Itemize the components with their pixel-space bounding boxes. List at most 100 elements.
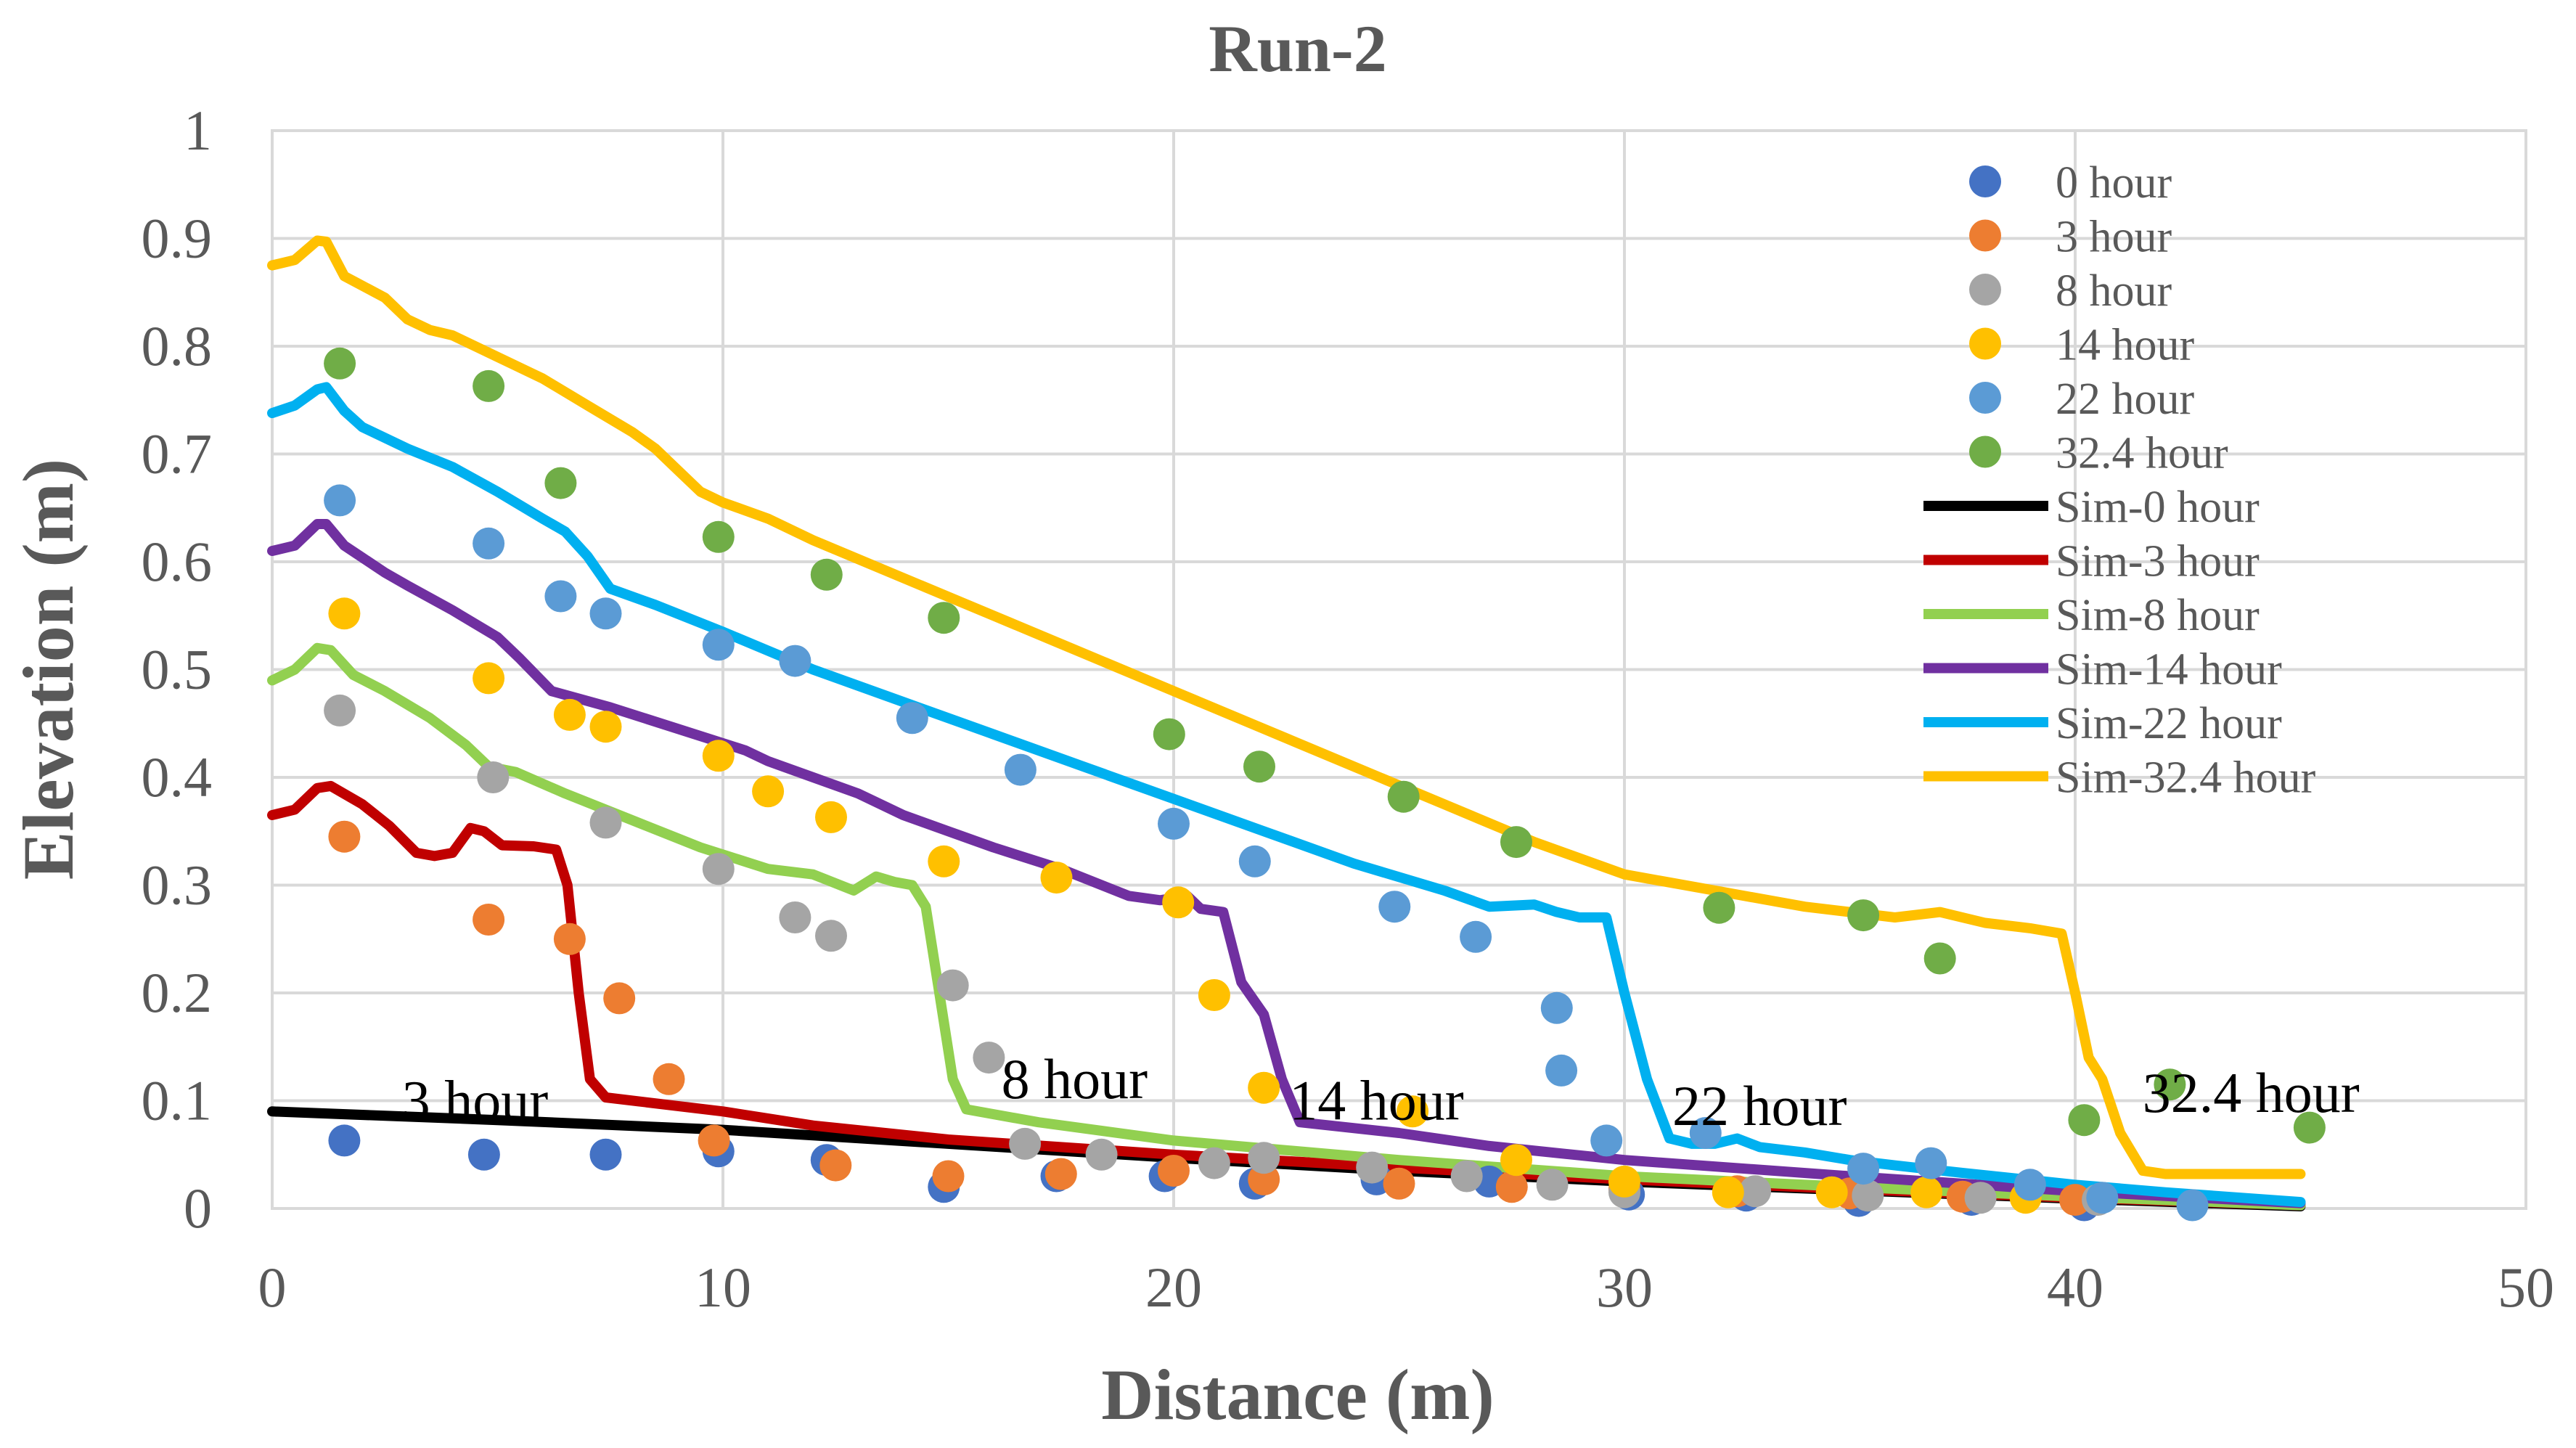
point-3-hour <box>2059 1184 2091 1216</box>
point-14-hour <box>1198 979 1230 1011</box>
x-axis-ticks: 0 10 20 30 40 50 <box>258 1256 2555 1319</box>
point-22-hour <box>1689 1117 1722 1149</box>
point-32-4-hour <box>1153 718 1185 750</box>
legend-label: Sim-32.4 hour <box>2056 753 2316 803</box>
point-0-hour <box>589 1138 622 1171</box>
legend-label: 22 hour <box>2056 375 2195 424</box>
x-axis-title: Distance (m) <box>1101 1354 1495 1435</box>
point-3-hour <box>932 1160 965 1193</box>
point-8-hour <box>815 920 847 952</box>
point-8-hour <box>1248 1142 1280 1174</box>
point-32-4-hour <box>1387 780 1420 813</box>
point-32-4-hour <box>928 602 960 634</box>
legend-marker <box>1969 219 2001 252</box>
point-0-hour <box>467 1138 500 1171</box>
point-3-hour <box>1158 1155 1190 1187</box>
point-3-hour <box>1495 1171 1528 1203</box>
point-22-hour <box>1158 807 1190 840</box>
y-tick-label: 0.4 <box>142 745 213 809</box>
point-8-hour <box>973 1042 1005 1074</box>
point-8-hour <box>1009 1127 1042 1160</box>
point-22-hour <box>1915 1147 1947 1179</box>
point-14-hour <box>702 740 735 772</box>
point-8-hour <box>589 806 622 839</box>
annotations: 3 hour 8 hour 14 hour 22 hour 32.4 hour <box>402 1047 2360 1137</box>
point-8-hour <box>1450 1160 1483 1193</box>
point-22-hour <box>324 484 356 517</box>
x-tick-label: 50 <box>2498 1256 2554 1319</box>
point-3-hour <box>819 1149 852 1182</box>
line-sim-14-hour <box>267 519 2306 1208</box>
line-sim-22-hour <box>267 382 2306 1208</box>
point-14-hour <box>1162 886 1195 919</box>
point-8-hour <box>1085 1138 1118 1171</box>
point-3-hour <box>1383 1167 1415 1200</box>
point-14-hour <box>1712 1176 1744 1208</box>
point-0-hour <box>328 1124 361 1157</box>
point-22-hour <box>473 527 505 560</box>
legend-marker <box>1969 165 2001 197</box>
legend-label: Sim-8 hour <box>2056 591 2260 640</box>
point-14-hour <box>1608 1165 1640 1198</box>
legend-marker <box>1969 435 2001 468</box>
point-32-4-hour <box>473 369 505 402</box>
legend-label: 32.4 hour <box>2056 429 2228 478</box>
point-22-hour <box>1847 1153 1880 1185</box>
annotation-label: 14 hour <box>1289 1069 1464 1132</box>
point-32-4-hour <box>324 347 356 380</box>
point-32-4-hour <box>1703 891 1735 924</box>
annotation-label: 22 hour <box>1672 1074 1847 1137</box>
point-8-hour <box>1198 1147 1230 1179</box>
point-8-hour <box>1964 1182 1997 1214</box>
point-22-hour <box>1004 753 1036 786</box>
point-32-4-hour <box>2154 1068 2186 1101</box>
point-3-hour <box>473 904 505 936</box>
point-22-hour <box>896 702 928 735</box>
legend-label: 0 hour <box>2056 158 2172 208</box>
point-14-hour <box>815 801 847 833</box>
observed-points <box>324 347 2326 1222</box>
y-tick-label: 0.8 <box>142 314 213 377</box>
point-8-hour <box>324 694 356 727</box>
point-14-hour <box>1248 1071 1280 1104</box>
legend-marker <box>1969 327 2001 360</box>
point-8-hour <box>1356 1151 1389 1184</box>
point-14-hour <box>1910 1176 1943 1208</box>
point-14-hour <box>928 845 960 878</box>
y-tick-label: 0.9 <box>142 207 213 270</box>
point-8-hour <box>779 901 811 933</box>
x-tick-label: 40 <box>2047 1256 2103 1319</box>
legend-label: Sim-3 hour <box>2056 537 2260 586</box>
point-3-hour <box>653 1063 685 1095</box>
point-3-hour <box>1044 1158 1077 1190</box>
legend-label: Sim-0 hour <box>2056 483 2260 532</box>
point-3-hour <box>603 982 636 1015</box>
point-14-hour <box>1815 1176 1848 1208</box>
point-8-hour <box>1852 1179 1884 1212</box>
y-tick-label: 1 <box>184 99 212 162</box>
point-22-hour <box>702 629 735 661</box>
point-32-4-hour <box>702 520 735 553</box>
point-22-hour <box>1460 920 1492 953</box>
point-14-hour <box>328 597 361 630</box>
line-sim-3-hour <box>267 780 2306 1211</box>
point-14-hour <box>1040 862 1073 894</box>
y-tick-label: 0.3 <box>142 854 213 917</box>
point-8-hour <box>702 853 735 885</box>
point-8-hour <box>936 969 969 1002</box>
point-14-hour <box>589 711 622 743</box>
legend-label: Sim-22 hour <box>2056 699 2282 748</box>
line-sim-32-4-hour <box>267 235 2306 1179</box>
point-14-hour <box>553 698 586 731</box>
point-3-hour <box>553 923 586 955</box>
point-32-4-hour <box>544 467 577 499</box>
point-8-hour <box>477 761 510 793</box>
annotation-label: 3 hour <box>402 1069 549 1132</box>
point-3-hour <box>698 1124 730 1157</box>
y-tick-label: 0.2 <box>142 961 213 1024</box>
legend-marker <box>1969 382 2001 414</box>
point-22-hour <box>2013 1169 2046 1201</box>
y-axis-ticks: 0 0.1 0.2 0.3 0.4 0.5 0.6 0.7 0.8 0.9 1 <box>142 99 213 1240</box>
legend-label: 3 hour <box>2056 213 2172 262</box>
